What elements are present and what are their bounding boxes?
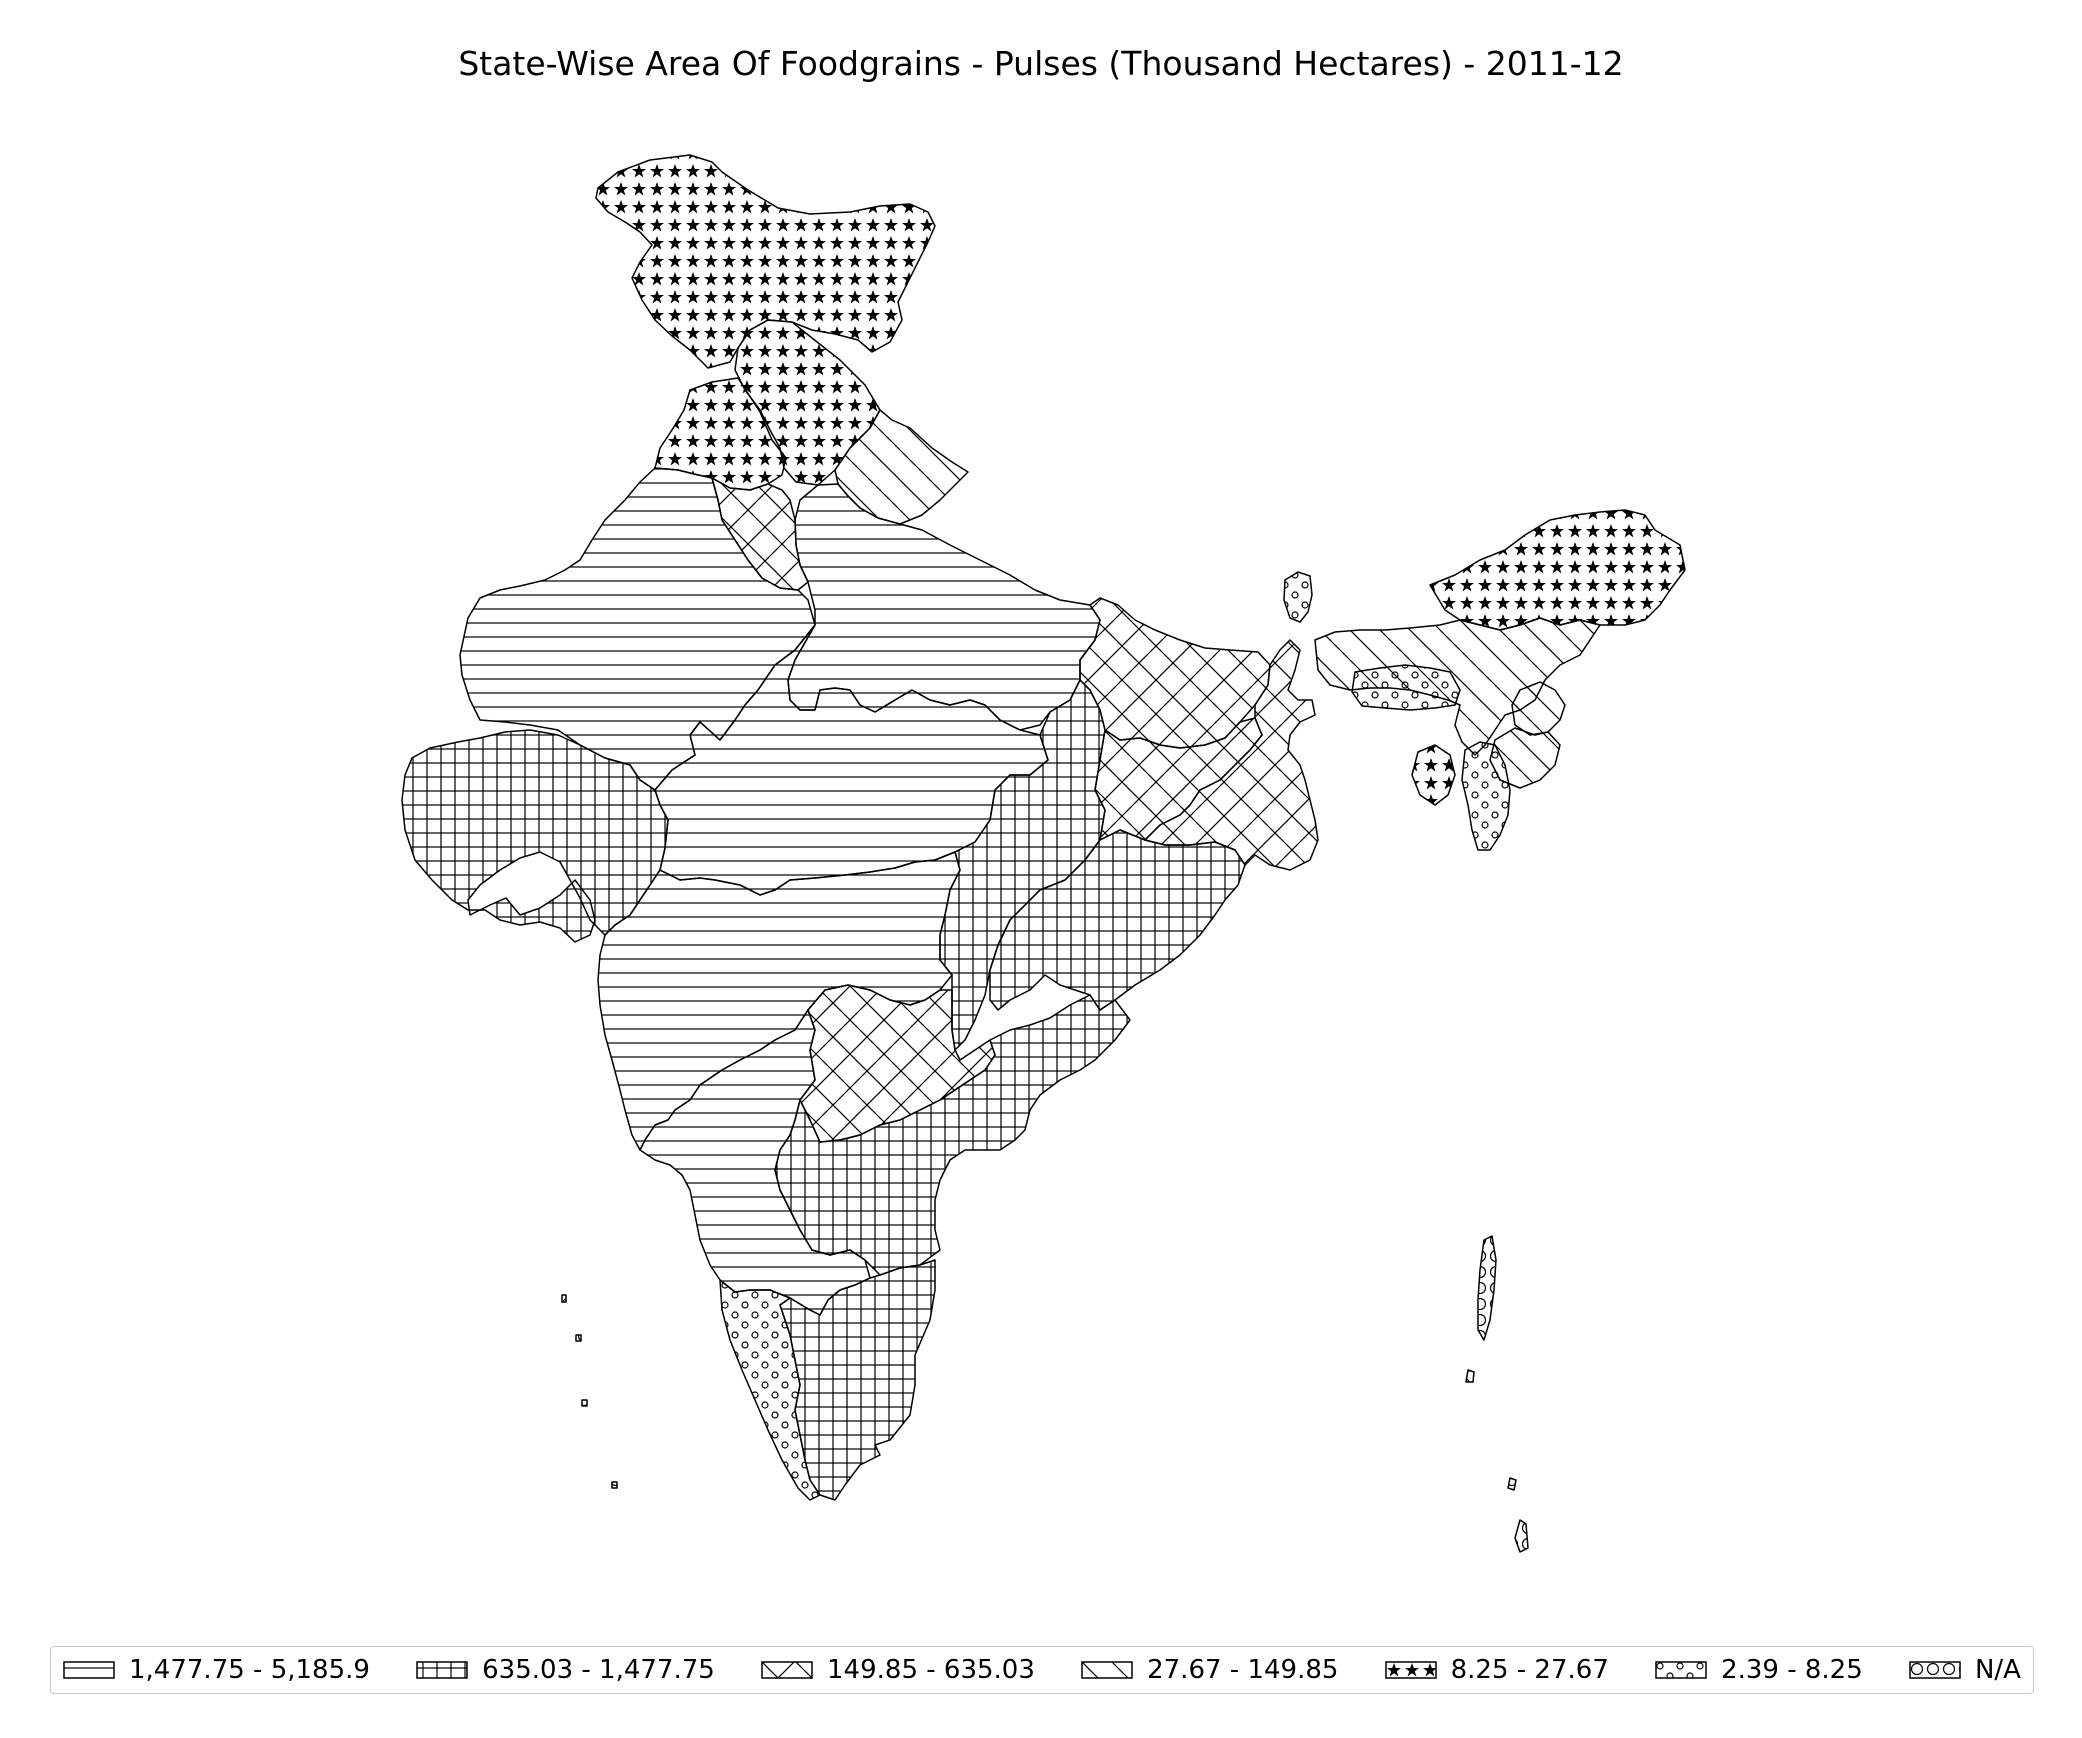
map-legend: 1,477.75 - 5,185.9 635.03 - 1,477.75 149… xyxy=(50,1646,2034,1694)
map-title: State-Wise Area Of Foodgrains - Pulses (… xyxy=(458,44,1624,83)
region-west-bengal xyxy=(1144,639,1319,871)
legend-label: 8.25 - 27.67 xyxy=(1450,1655,1609,1685)
region-tripura xyxy=(1411,744,1456,806)
legend-item: 27.67 - 149.85 xyxy=(1081,1655,1338,1685)
legend-swatch-grid-lines xyxy=(416,1661,468,1679)
region-mizoram xyxy=(1461,741,1511,851)
region-gujarat xyxy=(401,729,669,943)
legend-item: 635.03 - 1,477.75 xyxy=(416,1655,715,1685)
legend-label: 1,477.75 - 5,185.9 xyxy=(129,1655,370,1685)
legend-swatch-small-circles xyxy=(1655,1661,1707,1679)
legend-label: N/A xyxy=(1974,1655,2021,1685)
region-sikkim xyxy=(1283,571,1313,623)
region-andaman-nicobar xyxy=(1465,1235,1529,1553)
legend-swatch-stars xyxy=(1384,1661,1437,1679)
region-arunachal-pradesh xyxy=(1429,509,1686,631)
legend-swatch-large-circles xyxy=(1909,1661,1961,1679)
legend-label: 2.39 - 8.25 xyxy=(1721,1655,1863,1685)
legend-item: N/A xyxy=(1909,1655,2021,1685)
legend-label: 635.03 - 1,477.75 xyxy=(482,1655,715,1685)
region-jammu-kashmir xyxy=(595,154,936,369)
region-lakshadweep xyxy=(561,1294,618,1489)
region-nagaland xyxy=(1511,681,1566,736)
legend-label: 149.85 - 635.03 xyxy=(827,1655,1035,1685)
legend-item: 2.39 - 8.25 xyxy=(1655,1655,1863,1685)
legend-swatch-cross-hatch xyxy=(761,1661,813,1679)
legend-label: 27.67 - 149.85 xyxy=(1147,1655,1339,1685)
region-meghalaya xyxy=(1351,664,1461,711)
legend-item: 149.85 - 635.03 xyxy=(761,1655,1035,1685)
legend-item: 8.25 - 27.67 xyxy=(1384,1655,1609,1685)
legend-swatch-diagonal-lines xyxy=(1081,1661,1133,1679)
legend-item: 1,477.75 - 5,185.9 xyxy=(63,1655,370,1685)
legend-swatch-horizontal-lines xyxy=(63,1661,115,1679)
region-kerala xyxy=(719,1279,821,1501)
